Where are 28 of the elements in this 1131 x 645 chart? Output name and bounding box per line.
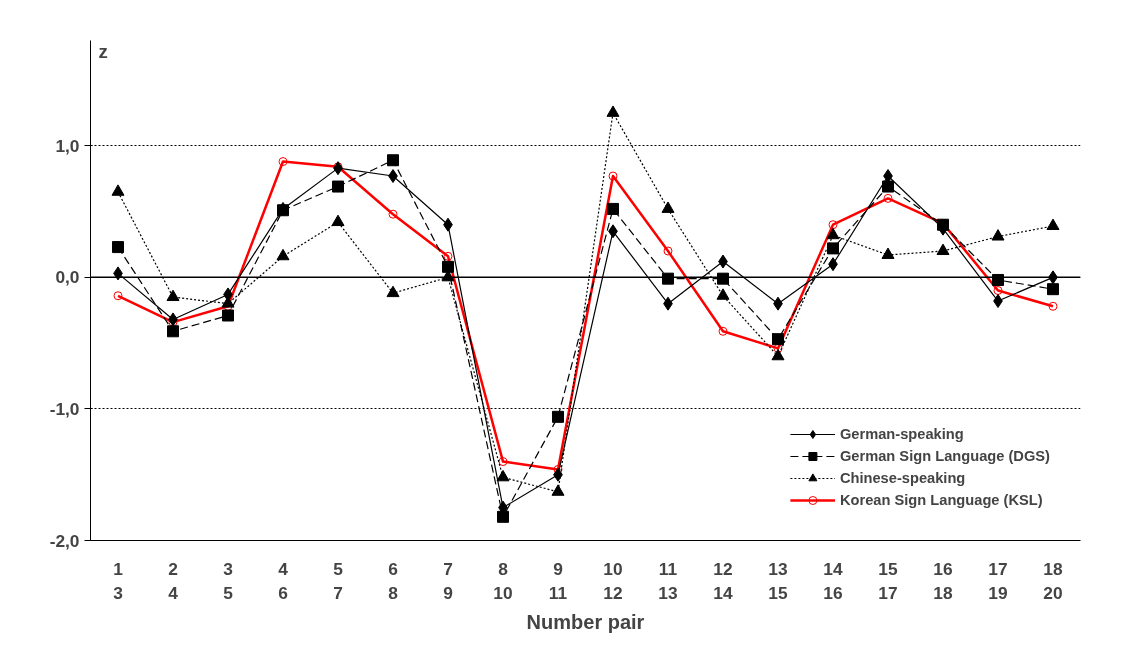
x-tick-label: 14 16	[823, 558, 843, 603]
x-tick-label: 7 9	[443, 558, 453, 603]
x-tick-label: 1 3	[113, 558, 124, 603]
x-axis-title: Number pair	[526, 610, 645, 633]
x-tick-label: 11 13	[658, 558, 678, 603]
y-axis-title: z	[98, 40, 108, 62]
x-tick-label: 9 11	[548, 558, 568, 603]
x-tick-label: 8 10	[493, 558, 513, 603]
y-tick-label: -2,0	[49, 530, 80, 551]
x-tick-label: 17 19	[988, 558, 1008, 603]
x-tick-label: 4 6	[278, 558, 289, 603]
x-tick-label: 5 7	[333, 558, 344, 603]
y-tick-label: -1,0	[49, 398, 80, 419]
x-tick-label: 3 5	[223, 558, 234, 603]
x-tick-label: 13 15	[768, 558, 788, 603]
y-tick-label: 1,0	[55, 135, 80, 156]
legend-label: German-speaking	[839, 426, 964, 442]
x-tick-label: 15 17	[878, 558, 898, 603]
legend-label: Korean Sign Language (KSL)	[839, 492, 1043, 508]
x-tick-label: 6 8	[388, 558, 399, 603]
x-tick-label: 18 20	[1043, 558, 1063, 603]
x-tick-label: 12 14	[713, 558, 733, 603]
x-tick-label: 16 18	[933, 558, 953, 603]
legend-label: Chinese-speaking	[839, 470, 966, 486]
x-tick-label: 10 12	[603, 558, 623, 603]
y-tick-label: 0,0	[55, 267, 80, 288]
x-tick-label: 2 4	[168, 558, 179, 603]
legend-label: German Sign Language (DGS)	[839, 448, 1050, 464]
